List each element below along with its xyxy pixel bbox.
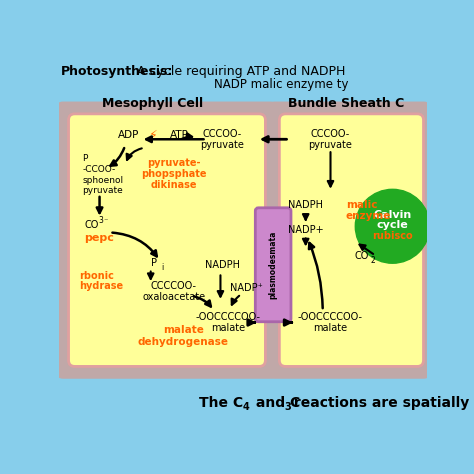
Text: 4: 4 xyxy=(243,402,250,412)
Text: hydrase: hydrase xyxy=(79,282,123,292)
Text: sphoenol: sphoenol xyxy=(82,175,124,184)
Text: phopsphate: phopsphate xyxy=(141,169,207,179)
Text: pyruvate: pyruvate xyxy=(200,140,244,150)
Circle shape xyxy=(356,189,430,263)
Text: pepc: pepc xyxy=(84,233,114,243)
Text: malate: malate xyxy=(163,325,204,335)
Text: 2: 2 xyxy=(371,256,375,265)
Text: ⁻: ⁻ xyxy=(103,217,108,226)
FancyBboxPatch shape xyxy=(267,101,431,379)
Text: A cycle requiring ATP and NADPH: A cycle requiring ATP and NADPH xyxy=(133,64,345,78)
Text: CO: CO xyxy=(84,220,99,230)
Text: oxaloacetate: oxaloacetate xyxy=(142,292,206,302)
FancyBboxPatch shape xyxy=(55,101,278,379)
Text: P: P xyxy=(82,154,88,163)
Text: NADPH: NADPH xyxy=(204,260,239,270)
Text: pyruvate-: pyruvate- xyxy=(147,158,201,168)
Text: malic: malic xyxy=(346,201,377,210)
Text: ADP: ADP xyxy=(118,130,140,140)
Text: -OOCCCCOO-: -OOCCCCOO- xyxy=(298,312,363,322)
Text: -OOCCCCOO-: -OOCCCCOO- xyxy=(196,312,261,322)
FancyBboxPatch shape xyxy=(69,114,265,366)
FancyBboxPatch shape xyxy=(279,114,423,366)
Text: NADP⁺: NADP⁺ xyxy=(230,283,263,293)
Text: dehydrogenase: dehydrogenase xyxy=(138,337,229,347)
Text: pyruvate: pyruvate xyxy=(309,140,353,150)
Text: CCCOO-: CCCOO- xyxy=(311,129,350,139)
Text: CCCOO-: CCCOO- xyxy=(202,129,242,139)
Text: ⚡: ⚡ xyxy=(149,129,158,142)
Text: rbonic: rbonic xyxy=(79,271,113,282)
Text: Calvin: Calvin xyxy=(374,210,411,220)
Text: 3: 3 xyxy=(98,217,103,226)
Text: enzyme: enzyme xyxy=(346,211,392,221)
Text: plasmodesmata: plasmodesmata xyxy=(269,230,278,299)
Text: ATP: ATP xyxy=(170,130,189,140)
Text: NADP malic enzyme ty: NADP malic enzyme ty xyxy=(214,78,349,91)
Text: i: i xyxy=(162,263,164,272)
Text: malate: malate xyxy=(313,323,347,333)
Text: cycle: cycle xyxy=(377,220,409,230)
Text: NADPH: NADPH xyxy=(288,201,323,210)
Text: CO: CO xyxy=(354,251,369,261)
Text: 3: 3 xyxy=(284,402,291,412)
Text: P: P xyxy=(151,258,157,268)
Text: rubisco: rubisco xyxy=(372,231,413,241)
Text: Bundle Sheath C: Bundle Sheath C xyxy=(288,97,404,110)
Text: CCCCOO-: CCCCOO- xyxy=(151,282,197,292)
Text: Mesophyll Cell: Mesophyll Cell xyxy=(102,97,203,110)
Text: and C: and C xyxy=(251,396,300,410)
Text: -CCOO-: -CCOO- xyxy=(82,165,116,174)
Text: NADP+: NADP+ xyxy=(288,225,324,235)
Text: reactions are spatially separated: reactions are spatially separated xyxy=(290,396,474,410)
Text: dikinase: dikinase xyxy=(151,180,197,190)
FancyBboxPatch shape xyxy=(255,208,291,322)
Text: malate: malate xyxy=(211,323,245,333)
Text: pyruvate: pyruvate xyxy=(82,186,123,195)
Text: Photosynthesis:: Photosynthesis: xyxy=(61,64,173,78)
Text: The C: The C xyxy=(199,396,243,410)
